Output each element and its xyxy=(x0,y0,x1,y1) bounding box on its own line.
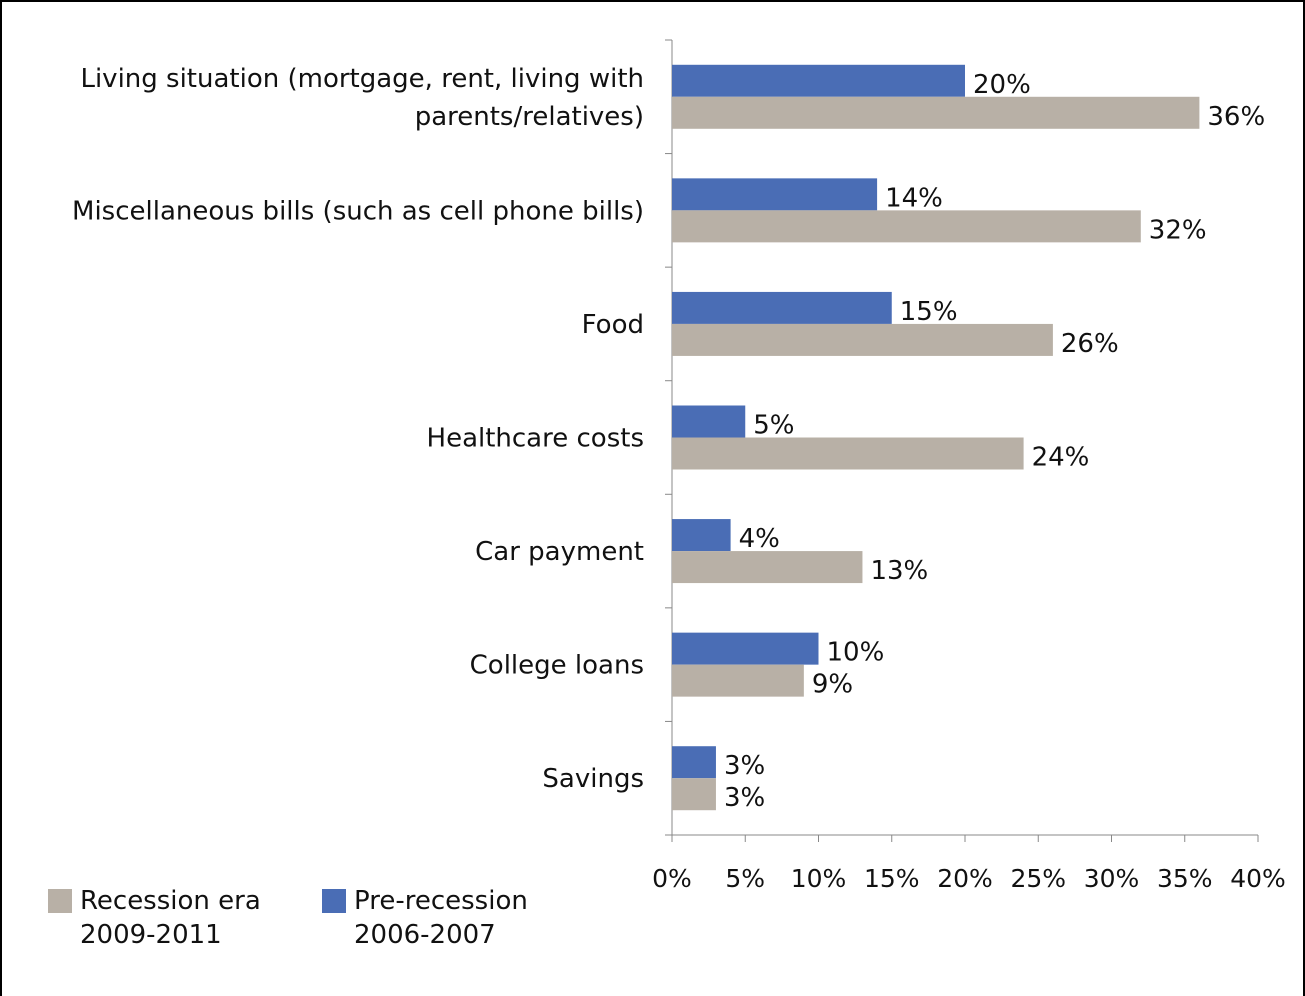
legend-label-pre-recession-line1: Pre-recession xyxy=(354,886,528,916)
category-label: Living situation (mortgage, rent, living… xyxy=(80,64,644,94)
legend-label-pre-recession: Pre-recession 2006-2007 xyxy=(354,884,554,952)
legend-swatch-pre-recession xyxy=(322,889,346,913)
bar-pre-recession xyxy=(672,746,716,779)
data-label-recession: 13% xyxy=(870,556,928,586)
legend-label-recession-line1: Recession era xyxy=(80,886,261,916)
x-tick-label: 0% xyxy=(652,864,692,893)
bar-recession xyxy=(672,664,804,697)
data-label-recession: 32% xyxy=(1149,215,1207,245)
legend-label-pre-recession-line2: 2006-2007 xyxy=(354,920,496,950)
bar-pre-recession xyxy=(672,405,746,438)
data-label-pre-recession: 5% xyxy=(753,411,794,441)
category-label: College loans xyxy=(470,651,644,681)
data-label-pre-recession: 20% xyxy=(973,70,1031,100)
legend-label-recession-line2: 2009-2011 xyxy=(80,920,222,950)
x-tick-label: 40% xyxy=(1230,864,1286,893)
data-label-pre-recession: 14% xyxy=(885,183,943,213)
bar-recession xyxy=(672,210,1141,243)
category-label: Miscellaneous bills (such as cell phone … xyxy=(72,196,644,226)
category-label: Savings xyxy=(542,764,644,794)
x-tick-label: 10% xyxy=(791,864,847,893)
bar-recession xyxy=(672,96,1200,129)
data-label-recession: 26% xyxy=(1061,329,1119,359)
data-label-pre-recession: 3% xyxy=(724,751,765,781)
legend-swatch-recession xyxy=(48,889,72,913)
bar-recession xyxy=(672,437,1024,470)
category-label: Healthcare costs xyxy=(427,424,644,454)
x-tick-label: 15% xyxy=(864,864,920,893)
category-label: Food xyxy=(582,310,644,340)
bar-recession xyxy=(672,323,1053,356)
bar-recession xyxy=(672,778,716,811)
x-tick-label: 25% xyxy=(1010,864,1066,893)
x-tick-label: 30% xyxy=(1084,864,1140,893)
x-tick-label: 5% xyxy=(725,864,765,893)
category-label: Car payment xyxy=(475,537,644,567)
bar-pre-recession xyxy=(672,632,819,665)
category-label: parents/relatives) xyxy=(415,102,644,132)
bar-recession xyxy=(672,551,863,584)
bar-pre-recession xyxy=(672,178,878,211)
data-label-recession: 9% xyxy=(812,670,853,700)
legend-item-recession: Recession era 2009-2011 xyxy=(48,884,280,952)
bar-pre-recession xyxy=(672,519,731,552)
x-tick-label: 35% xyxy=(1157,864,1213,893)
bar-pre-recession xyxy=(672,64,965,97)
legend-label-recession: Recession era 2009-2011 xyxy=(80,884,280,952)
data-label-pre-recession: 10% xyxy=(827,638,885,668)
data-label-pre-recession: 15% xyxy=(900,297,958,327)
data-label-recession: 24% xyxy=(1032,443,1090,473)
x-tick-label: 20% xyxy=(937,864,993,893)
data-label-recession: 3% xyxy=(724,783,765,813)
data-label-pre-recession: 4% xyxy=(739,524,780,554)
data-label-recession: 36% xyxy=(1207,102,1265,132)
legend-item-pre-recession: Pre-recession 2006-2007 xyxy=(322,884,554,952)
bar-pre-recession xyxy=(672,291,892,324)
